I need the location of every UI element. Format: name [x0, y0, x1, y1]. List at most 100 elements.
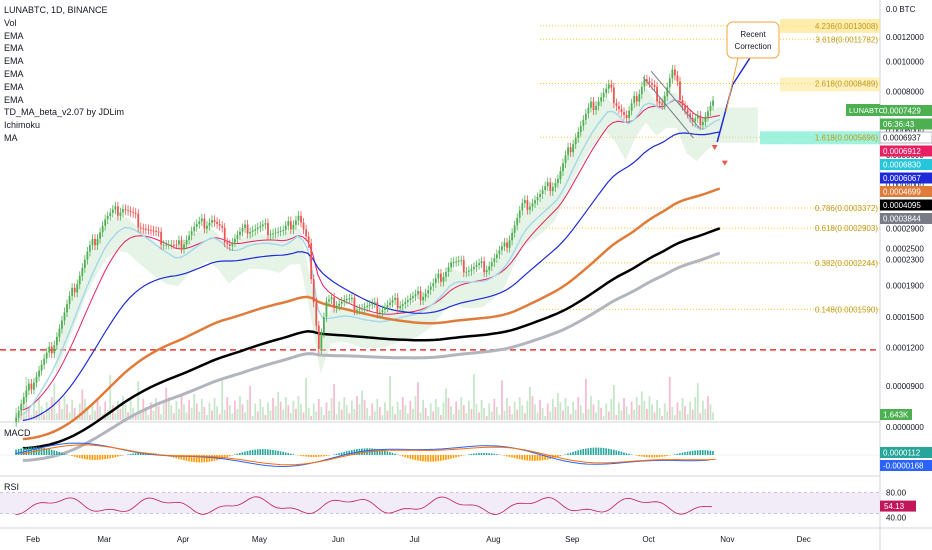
indicator-ma[interactable]: MA [4, 132, 18, 143]
candle-body [338, 303, 341, 306]
candle-body [671, 69, 674, 79]
macd-histogram-bar [437, 455, 440, 462]
indicator-ema[interactable]: EMA [4, 94, 24, 105]
volume-bar [551, 398, 554, 420]
volume-bar [343, 397, 346, 420]
macd-histogram-bar [104, 455, 106, 460]
macd-histogram-bar [536, 455, 539, 461]
candle-body [269, 234, 272, 236]
candle-body [712, 100, 714, 106]
macd-histogram-bar [590, 447, 592, 455]
volume-bar [488, 403, 491, 420]
last-value-tag [880, 172, 932, 184]
candle-body [315, 302, 318, 326]
candle-body [452, 261, 455, 263]
volume-bar [618, 402, 620, 420]
macd-histogram-bar [646, 455, 648, 458]
indicator-ichimoku[interactable]: Ichimoku [4, 120, 41, 131]
macd-histogram-bar [391, 452, 394, 455]
volume-bar [178, 408, 180, 420]
last-value-tag-text: 0.0004095 [883, 201, 921, 210]
volume-bar [526, 400, 529, 420]
macd-histogram-bar [122, 455, 124, 456]
indicator-td-ma[interactable]: TD_MA_beta_v2.07 by JDLim [4, 107, 125, 118]
volume-bar [635, 397, 638, 420]
volume-bar [193, 394, 196, 420]
macd-histogram-bar [470, 453, 473, 455]
candle-body [394, 297, 397, 301]
price-axis-label: 0.0000900 [886, 382, 924, 391]
candle-body [15, 417, 18, 422]
candle-body [529, 206, 531, 210]
volume-bar [81, 389, 84, 420]
volume-bar [300, 404, 302, 420]
candle-body [378, 312, 381, 314]
candle-body [99, 232, 101, 239]
macd-histogram-bar [666, 455, 668, 456]
volume-bar [378, 407, 381, 420]
macd-histogram-bar [409, 455, 412, 459]
volume-bar [236, 408, 239, 420]
indicator-ema[interactable]: EMA [4, 43, 24, 54]
volume-bar [99, 406, 101, 420]
volume-bar [310, 416, 313, 420]
volume-bar [554, 407, 557, 420]
candle-body [612, 87, 615, 104]
volume-bar [312, 403, 315, 420]
macd-histogram-bar [577, 450, 579, 455]
macd-histogram-bar [602, 447, 605, 455]
candle-body [348, 298, 351, 300]
candle-body [208, 222, 211, 226]
volume-bar [272, 398, 274, 420]
volume-bar [206, 415, 208, 420]
last-value-tag [880, 159, 932, 170]
volume-bar [592, 404, 595, 420]
candle-body [312, 279, 315, 303]
macd-histogram-bar [223, 455, 226, 459]
candle-body [709, 105, 712, 112]
macd-histogram-bar [427, 455, 429, 462]
price-axis-label: 0.0 BTC [886, 5, 916, 14]
macd-histogram-bar [440, 455, 442, 461]
macd-histogram-bar [597, 447, 600, 455]
candle-body [361, 308, 363, 310]
volume-bar [55, 413, 58, 420]
macd-histogram-bar [310, 455, 312, 457]
macd-histogram-bar [221, 455, 223, 459]
candle-body [241, 228, 244, 232]
macd-histogram-bar [406, 455, 409, 458]
down-arrow [711, 144, 718, 150]
macd-histogram-bar [506, 455, 508, 457]
indicator-vol[interactable]: Vol [4, 17, 17, 28]
macd-histogram-bar [99, 455, 101, 460]
indicator-ema[interactable]: EMA [4, 68, 24, 79]
candle-body [63, 312, 66, 321]
indicator-ema[interactable]: EMA [4, 81, 24, 92]
volume-bar [559, 402, 562, 420]
volume-bar [485, 416, 488, 420]
volume-bar [333, 384, 335, 420]
volume-bar [111, 405, 114, 420]
candle-body [493, 258, 496, 263]
candle-body [289, 221, 292, 230]
volume-bar [338, 401, 341, 420]
macd-title[interactable]: MACD [4, 428, 31, 438]
macd-histogram-bar [350, 450, 353, 455]
macd-histogram-bar [300, 455, 302, 456]
indicator-ema[interactable]: EMA [4, 30, 24, 41]
volume-bar [66, 404, 68, 420]
macd-histogram-bar [45, 448, 48, 455]
rsi-title[interactable]: RSI [4, 482, 20, 492]
volume-bar [661, 416, 664, 420]
volume-bar [506, 398, 508, 420]
volume-bar [94, 410, 96, 420]
volume-bar [546, 403, 549, 420]
last-value-tag [880, 145, 932, 157]
indicator-ema[interactable]: EMA [4, 56, 24, 67]
candle-body [574, 138, 577, 145]
volume-bar [673, 415, 676, 420]
macd-histogram-bar [503, 455, 506, 456]
volume-bar [363, 399, 366, 420]
volume-bar [590, 396, 592, 420]
